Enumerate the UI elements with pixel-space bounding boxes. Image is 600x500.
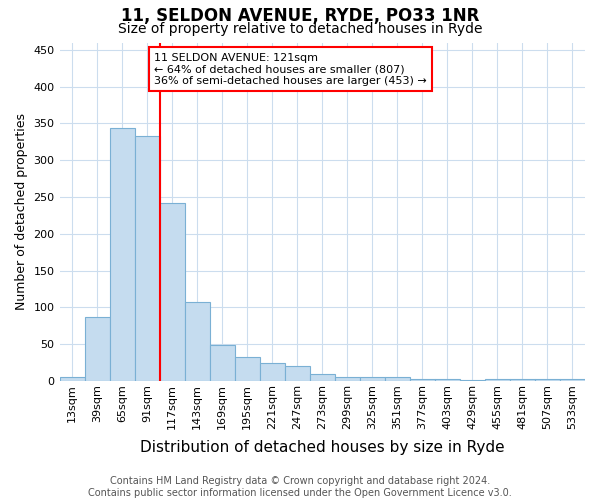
- Bar: [410, 379, 435, 381]
- Bar: [335, 378, 360, 381]
- Bar: [160, 203, 185, 381]
- Bar: [85, 317, 110, 381]
- Bar: [285, 366, 310, 381]
- Bar: [385, 378, 410, 381]
- Y-axis label: Number of detached properties: Number of detached properties: [15, 113, 28, 310]
- Bar: [235, 358, 260, 381]
- Text: Contains HM Land Registry data © Crown copyright and database right 2024.
Contai: Contains HM Land Registry data © Crown c…: [88, 476, 512, 498]
- X-axis label: Distribution of detached houses by size in Ryde: Distribution of detached houses by size …: [140, 440, 505, 455]
- Bar: [310, 374, 335, 381]
- Bar: [134, 136, 160, 381]
- Bar: [510, 379, 535, 381]
- Bar: [59, 376, 85, 381]
- Bar: [460, 380, 485, 381]
- Bar: [435, 379, 460, 381]
- Text: Size of property relative to detached houses in Ryde: Size of property relative to detached ho…: [118, 22, 482, 36]
- Bar: [485, 379, 510, 381]
- Bar: [560, 379, 585, 381]
- Bar: [360, 378, 385, 381]
- Bar: [260, 362, 285, 381]
- Bar: [209, 345, 235, 381]
- Text: 11 SELDON AVENUE: 121sqm
← 64% of detached houses are smaller (807)
36% of semi-: 11 SELDON AVENUE: 121sqm ← 64% of detach…: [154, 52, 427, 86]
- Bar: [535, 379, 560, 381]
- Bar: [110, 128, 134, 381]
- Bar: [185, 302, 209, 381]
- Text: 11, SELDON AVENUE, RYDE, PO33 1NR: 11, SELDON AVENUE, RYDE, PO33 1NR: [121, 8, 479, 26]
